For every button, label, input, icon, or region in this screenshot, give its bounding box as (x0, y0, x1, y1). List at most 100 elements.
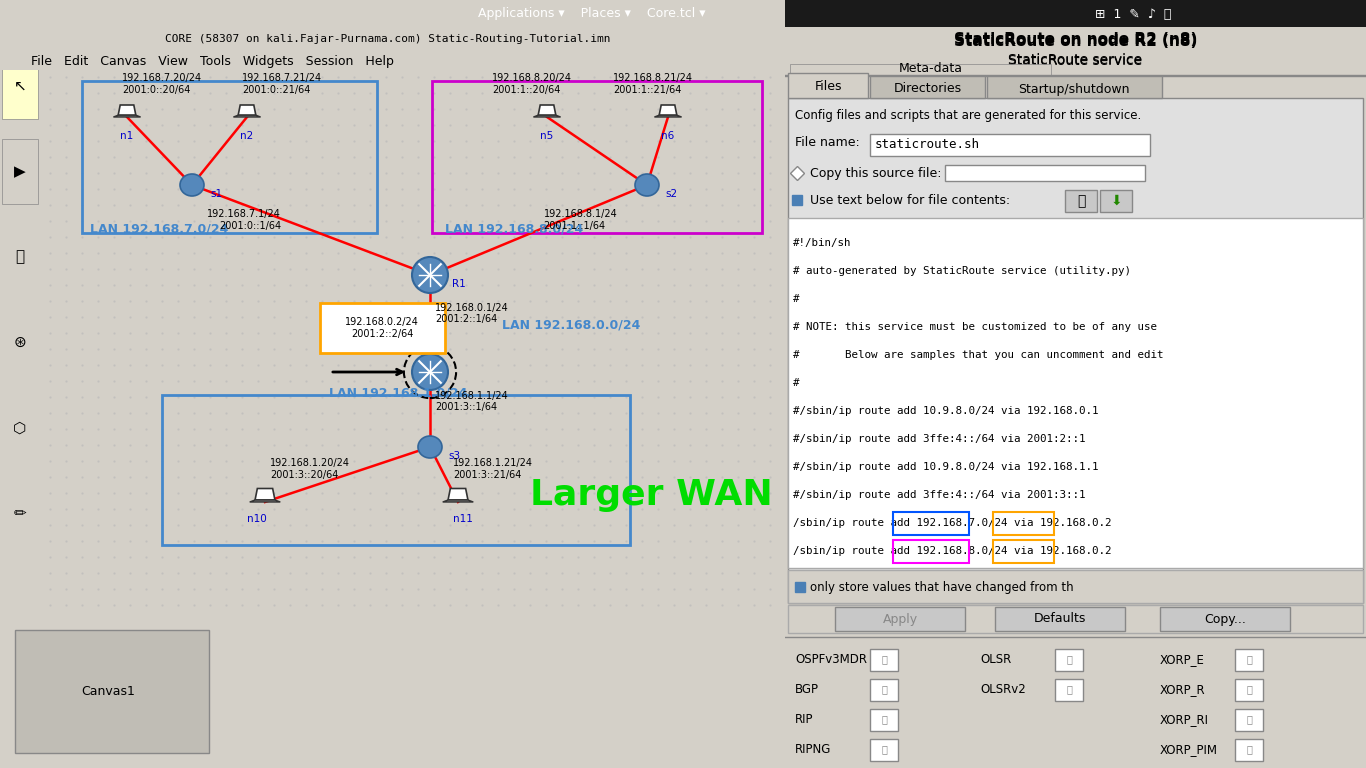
Text: 🔍: 🔍 (1246, 654, 1251, 664)
Text: 192.168.1.1/24
2001:3::1/64: 192.168.1.1/24 2001:3::1/64 (434, 391, 508, 412)
Bar (1055, 648, 1083, 670)
Bar (432, 81, 762, 233)
Text: 192.168.7.1/24
2001:0::1/64: 192.168.7.1/24 2001:0::1/64 (208, 209, 281, 231)
Text: #: # (794, 378, 799, 388)
Text: # NOTE: this service must be customized to be of any use: # NOTE: this service must be customized … (794, 323, 1157, 333)
Polygon shape (533, 115, 560, 117)
Bar (893, 540, 968, 563)
Text: StaticRoute service: StaticRoute service (1008, 54, 1142, 68)
Ellipse shape (418, 436, 443, 458)
Text: BGP: BGP (795, 683, 820, 696)
Bar (320, 303, 445, 353)
Text: # auto-generated by StaticRoute service (utility.py): # auto-generated by StaticRoute service … (794, 266, 1131, 276)
Text: ▶: ▶ (14, 164, 26, 179)
Bar (163, 395, 630, 545)
Text: staticroute.sh: staticroute.sh (876, 138, 979, 151)
Text: OLSRv2: OLSRv2 (979, 683, 1026, 696)
Bar (1160, 607, 1290, 631)
Text: 192.168.1.21/24
2001:3::21/64: 192.168.1.21/24 2001:3::21/64 (454, 458, 533, 480)
Text: CORE (58307 on kali.Fajar-Purnama.com) Static-Routing-Tutorial.imn: CORE (58307 on kali.Fajar-Purnama.com) S… (165, 35, 611, 45)
Bar (870, 648, 897, 670)
Text: ⊛: ⊛ (14, 335, 26, 350)
Bar (1, 139, 38, 204)
Bar (785, 0, 1366, 27)
Text: #/sbin/ip route add 10.9.8.0/24 via 192.168.0.1: #/sbin/ip route add 10.9.8.0/24 via 192.… (794, 406, 1098, 416)
Text: StaticRoute service: StaticRoute service (1008, 53, 1142, 67)
Bar (870, 76, 985, 98)
Text: 🔍: 🔍 (881, 684, 887, 694)
Text: LAN 192.168.1.0/24: LAN 192.168.1.0/24 (329, 387, 467, 400)
Bar (870, 739, 897, 760)
Text: ⊞  1  ✎  ♪  ⬛: ⊞ 1 ✎ ♪ ⬛ (1096, 8, 1172, 21)
Text: OSPFv3MDR: OSPFv3MDR (795, 653, 867, 666)
Text: LAN 192.168.0.0/24: LAN 192.168.0.0/24 (501, 319, 641, 332)
Text: 192.168.7.21/24
2001:0::21/64: 192.168.7.21/24 2001:0::21/64 (242, 74, 322, 95)
Polygon shape (234, 115, 261, 117)
Text: Larger WAN: Larger WAN (530, 478, 773, 512)
Text: 🔍: 🔍 (1246, 744, 1251, 754)
Text: Config files and scripts that are generated for this service.: Config files and scripts that are genera… (795, 110, 1141, 123)
Bar (788, 73, 867, 98)
Polygon shape (119, 105, 135, 115)
Text: Meta-data: Meta-data (899, 61, 962, 74)
Text: File name:: File name: (795, 137, 859, 150)
Polygon shape (538, 105, 556, 115)
Text: ✏: ✏ (14, 506, 26, 521)
Bar (870, 134, 1150, 156)
Text: 🔍: 🔍 (1065, 654, 1072, 664)
Text: Copy this source file:: Copy this source file: (810, 167, 941, 180)
Text: n11: n11 (454, 514, 473, 524)
Text: Applications ▾    Places ▾    Core.tcl ▾: Applications ▾ Places ▾ Core.tcl ▾ (478, 8, 706, 21)
Bar (993, 540, 1053, 563)
Text: ↖: ↖ (14, 79, 26, 94)
Text: XORP_PIM: XORP_PIM (1160, 743, 1218, 756)
Polygon shape (448, 488, 469, 500)
Polygon shape (654, 115, 682, 117)
Bar (870, 709, 897, 730)
Text: 192.168.7.20/24
2001:0::20/64: 192.168.7.20/24 2001:0::20/64 (122, 74, 202, 95)
Bar (82, 81, 377, 233)
Text: s2: s2 (665, 189, 678, 199)
Text: #       Below are samples that you can uncomment and edit: # Below are samples that you can uncomme… (794, 350, 1164, 360)
Text: XORP_E: XORP_E (1160, 653, 1205, 666)
Text: /sbin/ip route add 192.168.7.0/24 via 192.168.0.2: /sbin/ip route add 192.168.7.0/24 via 19… (794, 518, 1112, 528)
Text: n10: n10 (247, 514, 266, 524)
Bar (788, 98, 1363, 603)
Text: #!/bin/sh: #!/bin/sh (794, 238, 851, 248)
Text: Use text below for file contents:: Use text below for file contents: (810, 194, 1009, 207)
Text: 192.168.1.20/24
2001:3::20/64: 192.168.1.20/24 2001:3::20/64 (270, 458, 350, 480)
Bar (788, 570, 1363, 603)
Text: #: # (794, 294, 799, 304)
Polygon shape (238, 105, 255, 115)
Text: n1: n1 (120, 131, 134, 141)
Bar (1235, 709, 1264, 730)
Bar (788, 218, 1363, 568)
Text: LAN 192.168.8.0/24: LAN 192.168.8.0/24 (445, 223, 583, 236)
Circle shape (413, 354, 448, 390)
Text: StaticRoute on node R2 (n8): StaticRoute on node R2 (n8) (953, 32, 1197, 47)
Text: 192.168.0.1/24
2001:2::1/64: 192.168.0.1/24 2001:2::1/64 (434, 303, 508, 324)
Bar (788, 605, 1363, 633)
Polygon shape (250, 500, 280, 502)
Text: 192.168.8.1/24
2001:1::1/64: 192.168.8.1/24 2001:1::1/64 (544, 209, 617, 231)
Bar (1235, 678, 1264, 700)
Text: 🔍: 🔍 (881, 654, 887, 664)
Bar (1235, 648, 1264, 670)
Text: XORP_R: XORP_R (1160, 683, 1206, 696)
Text: ⟋: ⟋ (15, 250, 25, 265)
Text: Directories: Directories (893, 82, 962, 95)
Polygon shape (113, 115, 141, 117)
Text: n6: n6 (661, 131, 675, 141)
Text: Canvas1: Canvas1 (82, 685, 135, 698)
Bar (835, 607, 964, 631)
Text: LAN 192.168.7.0/24: LAN 192.168.7.0/24 (90, 223, 228, 236)
Text: 192.168.0.2/24
2001:2::2/64: 192.168.0.2/24 2001:2::2/64 (346, 317, 419, 339)
Text: OLSR: OLSR (979, 653, 1011, 666)
Text: ⬡: ⬡ (14, 420, 27, 435)
Bar (1, 54, 38, 119)
Bar (988, 76, 1162, 98)
Text: #/sbin/ip route add 3ffe:4::/64 via 2001:2::1: #/sbin/ip route add 3ffe:4::/64 via 2001… (794, 434, 1086, 444)
Text: #/sbin/ip route add 10.9.8.0/24 via 192.168.1.1: #/sbin/ip route add 10.9.8.0/24 via 192.… (794, 462, 1098, 472)
Bar (1235, 739, 1264, 760)
Text: 🗂: 🗂 (1076, 194, 1085, 208)
